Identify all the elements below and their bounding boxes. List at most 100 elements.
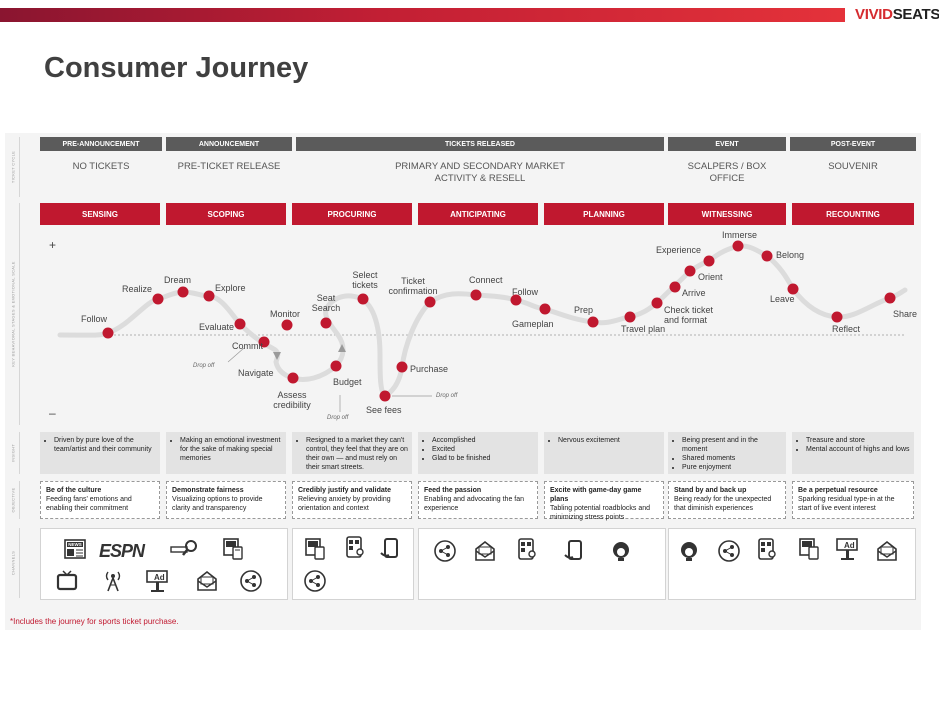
- label-travel-plan: Travel plan: [621, 324, 666, 334]
- label-budget: Budget: [333, 377, 362, 387]
- news-icon: NEWS: [64, 539, 86, 559]
- emotion-sensing: Driven by pure love of the team/artist a…: [40, 432, 160, 474]
- billboard-icon: Ad: [836, 538, 858, 560]
- svg-text:Ad: Ad: [844, 541, 855, 550]
- svg-text:NEWS: NEWS: [68, 542, 82, 547]
- tv-icon: [56, 570, 78, 591]
- brand-gradient-bar: [0, 8, 845, 22]
- milestone-dot-explore: [203, 290, 215, 302]
- milestone-dot-share: [884, 292, 896, 304]
- milestone-dot-follow-2: [510, 294, 522, 306]
- stage-procuring: PROCURING: [292, 203, 412, 225]
- share-icon: [304, 570, 326, 592]
- milestone-dot-see-fees: [379, 390, 391, 402]
- page-title: Consumer Journey: [44, 52, 309, 84]
- support-icon: [613, 542, 629, 561]
- email-icon: [877, 540, 897, 561]
- subphase-scalpers: SCALPERS / BOX OFFICE: [687, 161, 767, 184]
- emotion-procuring: Resigned to a market they can't control,…: [292, 432, 412, 474]
- label-dream: Dream: [164, 275, 192, 285]
- milestone-dot-ticket-confirmation: [424, 296, 436, 308]
- label-assess: Assess credibility: [273, 390, 311, 410]
- subphase-market: PRIMARY AND SECONDARY MARKET ACTIVITY & …: [395, 161, 565, 184]
- milestone-dot-monitor: [281, 319, 293, 331]
- milestone-dot-follow: [102, 327, 114, 339]
- label-arrive: Arrive: [682, 288, 706, 298]
- milestone-dot-gameplan: [539, 303, 551, 315]
- svg-text:Ad: Ad: [154, 573, 165, 582]
- milestone-dot-arrive: [669, 281, 681, 293]
- milestone-dot-evaluate: [234, 318, 246, 330]
- subphase-no-tickets: NO TICKETS: [72, 161, 130, 172]
- milestone-dot-navigate: [287, 372, 299, 384]
- label-navigate: Navigate: [238, 368, 274, 378]
- stage-sensing: SENSING: [40, 203, 160, 225]
- milestone-dot-immerse: [732, 240, 744, 252]
- channels-sensing-scoping: NEWS ESPN Ad: [40, 528, 288, 600]
- strategy-sensing: Be of the culture Feeding fans' emotions …: [40, 481, 160, 519]
- subphase-souvenir: SOUVENIR: [828, 161, 878, 172]
- label-check-ticket: Check ticket and format: [664, 305, 714, 325]
- drop-off-lines: [227, 347, 432, 412]
- strategy-scoping: Demonstrate fairness Visualizing options …: [166, 481, 286, 519]
- label-explore: Explore: [215, 283, 246, 293]
- mobile-web-icon: [799, 538, 819, 560]
- app-icon: [518, 538, 536, 560]
- label-gameplan: Gameplan: [512, 319, 554, 329]
- flow-arrows: [273, 344, 346, 360]
- scale-minus: –: [49, 406, 56, 420]
- label-commit: Commit: [232, 341, 263, 351]
- label-experience: Experience: [656, 245, 702, 255]
- emotion-recounting: Treasure and storeMental account of high…: [792, 432, 914, 474]
- share-icon: [718, 540, 740, 562]
- phase-event: EVENT: [668, 137, 786, 151]
- emotion-scoping: Making an emotional investment for the s…: [166, 432, 286, 474]
- milestone-dot-connect: [470, 289, 482, 301]
- drop-off-label-1: Drop off: [193, 363, 215, 369]
- milestone-dot-travel-plan: [624, 311, 636, 323]
- milestone-dot-reflect: [831, 311, 843, 323]
- channels-witnessing-recounting: Ad: [668, 528, 916, 600]
- drop-off-line-1: [227, 347, 245, 363]
- espn-logo: ESPN: [99, 541, 145, 561]
- milestone-dot-seat-search: [320, 317, 332, 329]
- milestone-dots: [102, 240, 896, 402]
- stage-recounting: RECOUNTING: [792, 203, 914, 225]
- label-connect: Connect: [469, 275, 503, 285]
- search-icon: [170, 540, 197, 556]
- label-realize: Realize: [122, 284, 153, 294]
- milestone-dot-orient: [684, 265, 696, 277]
- phase-pre-announcement: PRE-ANNOUNCEMENT: [40, 137, 162, 151]
- mobile-web-icon: [305, 538, 325, 560]
- scale-plus: +: [49, 238, 57, 252]
- strategy-anticipating: Feed the passion Enabling and advocating …: [418, 481, 538, 519]
- label-purchase: Purchase: [410, 364, 449, 374]
- radio-tower-icon: [105, 571, 121, 592]
- row-label-stages: KEY BEHAVIORAL STAGES & EMOTIONAL SCALE: [6, 203, 20, 425]
- share-icon: [240, 570, 262, 592]
- subphase-pre-ticket: PRE-TICKET RELEASE: [177, 161, 281, 172]
- label-see-fees: See fees: [366, 405, 402, 415]
- emotion-planning: Nervous excitement: [544, 432, 664, 474]
- journey-path: [57, 243, 908, 400]
- channels-anticipating-planning: [418, 528, 666, 600]
- label-follow: Follow: [81, 314, 108, 324]
- stage-scoping: SCOPING: [166, 203, 286, 225]
- label-ticket-confirmation: Ticket confirmation: [388, 276, 438, 296]
- milestone-dot-purchase: [396, 361, 408, 373]
- label-follow-2: Follow: [512, 287, 539, 297]
- label-select-tickets: Select tickets: [352, 270, 378, 290]
- phase-announcement: ANNOUNCEMENT: [166, 137, 292, 151]
- label-belong: Belong: [776, 250, 805, 260]
- milestone-dot-select-tickets: [357, 293, 369, 305]
- label-immerse: Immerse: [722, 230, 758, 240]
- row-label-insight: INSIGHT: [6, 432, 20, 474]
- row-label-objective: OBJECTIVE: [6, 481, 20, 519]
- billboard-icon: Ad: [146, 570, 168, 592]
- label-share: Share: [893, 309, 918, 319]
- footnote: *Includes the journey for sports ticket …: [10, 617, 179, 626]
- strategy-recounting: Be a perpetual resource Sparking residual…: [792, 481, 914, 519]
- phase-post-event: POST-EVENT: [790, 137, 916, 151]
- label-evaluate: Evaluate: [199, 322, 235, 332]
